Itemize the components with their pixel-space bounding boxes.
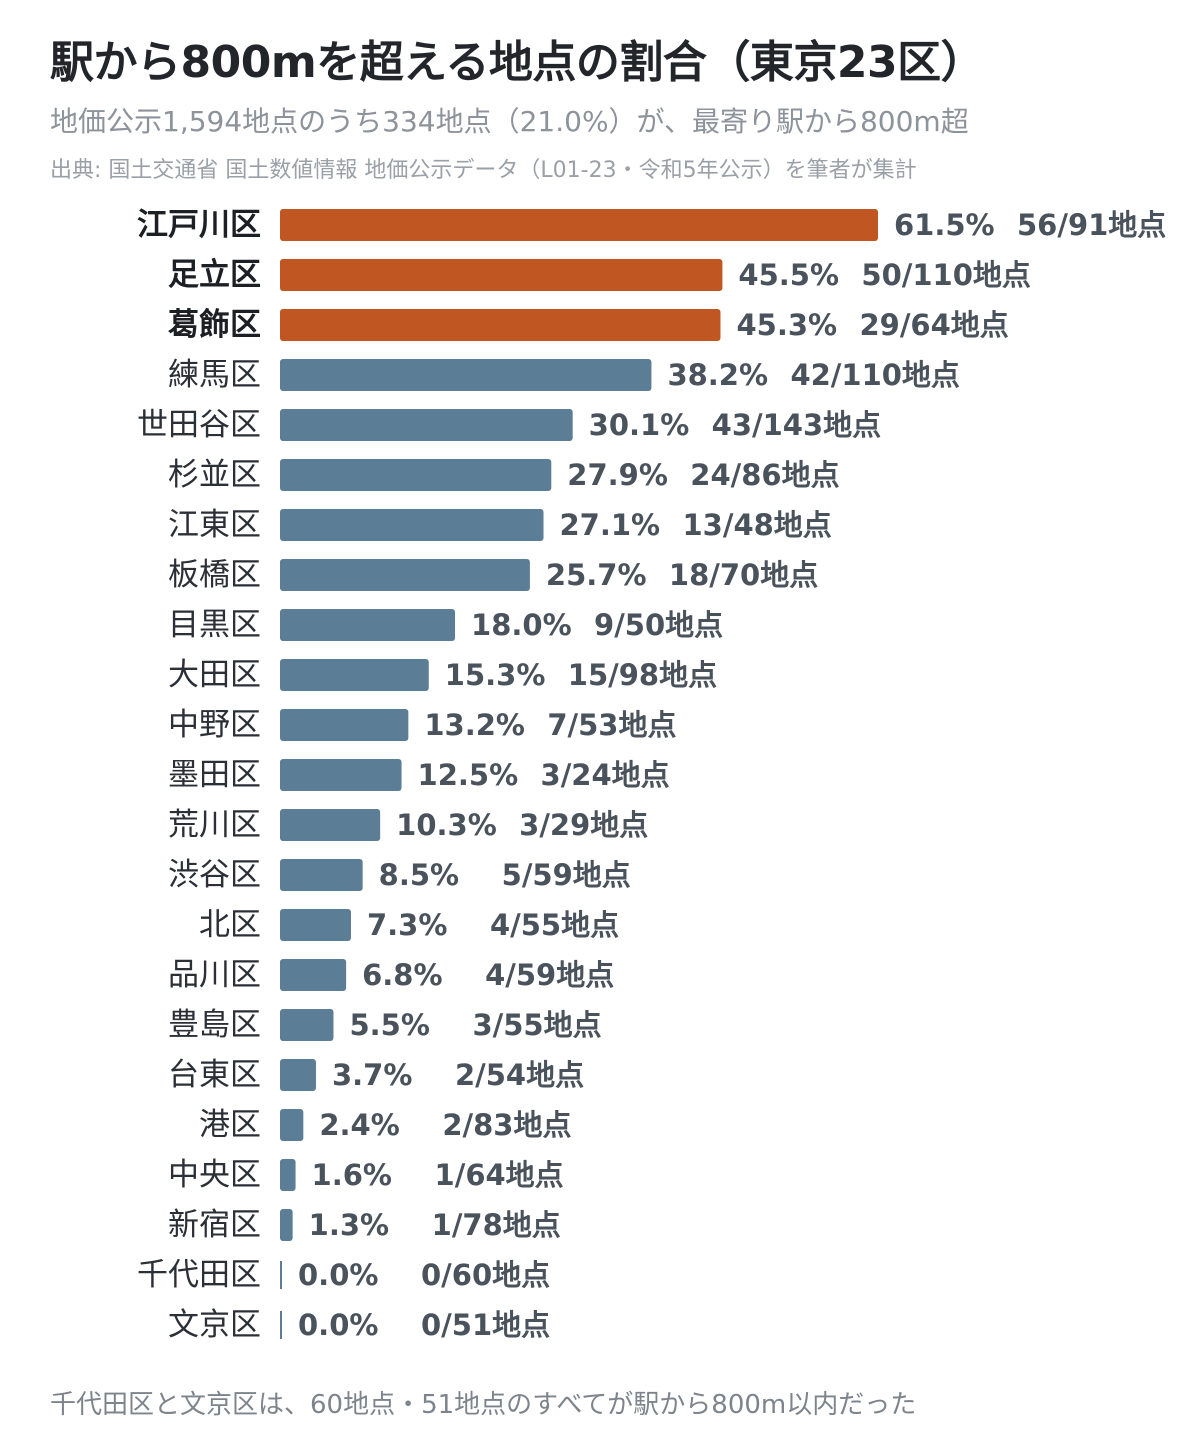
category-label: 江戸川区 xyxy=(137,207,261,243)
bar xyxy=(280,1209,293,1241)
bar xyxy=(280,509,544,541)
value-label: 45.5% xyxy=(738,258,839,292)
count-label: 1/64地点 xyxy=(435,1158,564,1192)
count-label: 4/59地点 xyxy=(485,958,614,992)
count-label: 1/78地点 xyxy=(432,1208,561,1242)
count-label: 13/48地点 xyxy=(683,508,832,542)
category-label: 練馬区 xyxy=(168,357,261,393)
category-label: 中野区 xyxy=(168,707,261,743)
count-label: 3/24地点 xyxy=(541,758,670,792)
count-label: 9/50地点 xyxy=(594,608,723,642)
value-label: 25.7% xyxy=(546,558,647,592)
bar xyxy=(280,759,402,791)
bar xyxy=(280,459,552,491)
category-label: 荒川区 xyxy=(168,807,261,843)
count-label: 0/60地点 xyxy=(421,1258,550,1292)
bar xyxy=(280,359,652,391)
category-label: 足立区 xyxy=(168,257,261,293)
bar xyxy=(280,959,347,991)
count-label: 5/59地点 xyxy=(502,858,631,892)
bar xyxy=(280,909,351,941)
bar xyxy=(280,559,530,591)
count-label: 2/83地点 xyxy=(442,1108,571,1142)
value-label: 3.7% xyxy=(332,1058,412,1092)
value-label: 1.6% xyxy=(312,1158,392,1192)
bar xyxy=(280,1159,296,1191)
value-label: 8.5% xyxy=(379,858,459,892)
count-label: 29/64地点 xyxy=(859,308,1008,342)
bar xyxy=(280,409,573,441)
bar xyxy=(280,709,409,741)
category-label: 文京区 xyxy=(168,1307,261,1343)
count-label: 3/29地点 xyxy=(519,808,648,842)
value-label: 10.3% xyxy=(396,808,497,842)
bar xyxy=(280,1109,304,1141)
value-label: 38.2% xyxy=(667,358,768,392)
bar xyxy=(280,859,363,891)
count-label: 15/98地点 xyxy=(568,658,717,692)
value-label: 13.2% xyxy=(424,708,525,742)
bar xyxy=(280,209,878,241)
category-label: 千代田区 xyxy=(137,1257,261,1293)
category-label: 世田谷区 xyxy=(137,407,261,443)
bar xyxy=(280,309,721,341)
category-label: 中央区 xyxy=(168,1157,261,1193)
value-label: 2.4% xyxy=(319,1108,399,1142)
value-label: 5.5% xyxy=(349,1008,429,1042)
value-label: 30.1% xyxy=(589,408,690,442)
value-label: 6.8% xyxy=(362,958,442,992)
value-label: 27.1% xyxy=(560,508,661,542)
category-label: 板橋区 xyxy=(168,557,261,593)
category-label: 渋谷区 xyxy=(168,857,261,893)
bar xyxy=(280,609,456,641)
chart-title: 駅から800mを超える地点の割合（東京23区） xyxy=(50,37,985,88)
value-label: 18.0% xyxy=(471,608,572,642)
category-label: 杉並区 xyxy=(168,457,261,493)
source-note: 出典: 国土交通省 国土数値情報 地価公示データ（L01-23・令和5年公示）を… xyxy=(50,158,917,183)
value-label: 27.9% xyxy=(567,458,668,492)
count-label: 0/51地点 xyxy=(421,1308,550,1342)
count-label: 4/55地点 xyxy=(490,908,619,942)
bar xyxy=(280,1009,334,1041)
category-label: 新宿区 xyxy=(168,1207,261,1243)
category-label: 品川区 xyxy=(168,957,261,993)
chart-subtitle: 地価公示1,594地点のうち334地点（21.0%）が、最寄り駅から800m超 xyxy=(50,105,969,138)
value-label: 12.5% xyxy=(418,758,519,792)
category-label: 目黒区 xyxy=(168,607,261,643)
category-label: 台東区 xyxy=(168,1057,261,1093)
value-label: 0.0% xyxy=(298,1258,378,1292)
count-label: 56/91地点 xyxy=(1017,208,1166,242)
value-label: 61.5% xyxy=(894,208,995,242)
count-label: 42/110地点 xyxy=(790,358,959,392)
value-label: 1.3% xyxy=(309,1208,389,1242)
footnote: 千代田区と文京区は、60地点・51地点のすべてが駅から800m以内だった xyxy=(50,1390,917,1420)
count-label: 18/70地点 xyxy=(669,558,818,592)
count-label: 7/53地点 xyxy=(547,708,676,742)
bar xyxy=(280,659,429,691)
category-label: 大田区 xyxy=(168,657,261,693)
bar xyxy=(280,809,381,841)
count-label: 2/54地点 xyxy=(455,1058,584,1092)
value-label: 45.3% xyxy=(736,308,837,342)
count-label: 50/110地点 xyxy=(861,258,1030,292)
bar xyxy=(280,259,723,291)
category-label: 葛飾区 xyxy=(168,307,261,343)
category-label: 墨田区 xyxy=(168,757,261,793)
category-label: 江東区 xyxy=(168,507,261,543)
value-label: 7.3% xyxy=(367,908,447,942)
bar xyxy=(280,1059,316,1091)
category-label: 豊島区 xyxy=(168,1007,261,1043)
category-label: 港区 xyxy=(199,1107,261,1143)
category-label: 北区 xyxy=(199,907,261,943)
count-label: 3/55地点 xyxy=(472,1008,601,1042)
value-label: 0.0% xyxy=(298,1308,378,1342)
count-label: 43/143地点 xyxy=(712,408,881,442)
count-label: 24/86地点 xyxy=(690,458,839,492)
value-label: 15.3% xyxy=(445,658,546,692)
